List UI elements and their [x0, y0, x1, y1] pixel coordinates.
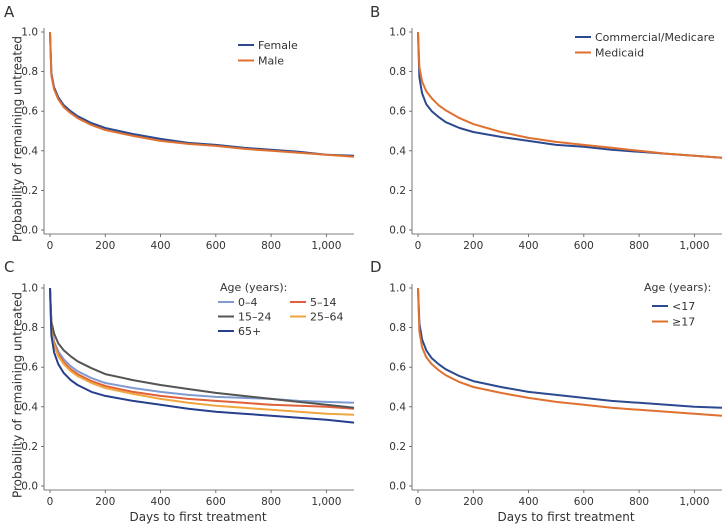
x-axis-title: Days to first treatment: [497, 510, 634, 524]
y-tick-label: 0.0: [389, 481, 406, 493]
x-tick-label: 600: [206, 496, 226, 508]
y-tick-label: 0.8: [21, 66, 38, 78]
y-tick-label: 0.4: [389, 145, 406, 157]
y-tick-label: 0.0: [21, 481, 38, 493]
legend-label: 15–24: [238, 311, 272, 324]
legend-label: Female: [258, 39, 298, 52]
x-tick-label: 600: [206, 240, 226, 252]
legend-label: 65+: [238, 325, 261, 338]
y-tick-label: 0.4: [21, 145, 38, 157]
legend-label: Medicaid: [595, 47, 644, 60]
y-axis-title: Probability of remaining untreated: [11, 36, 25, 242]
y-tick-label: 0.2: [389, 185, 406, 197]
y-tick-label: 0.2: [389, 441, 406, 453]
x-tick-label: 200: [95, 240, 115, 252]
x-tick-label: 400: [151, 496, 171, 508]
y-axis-title: Probability of remaining untreated: [11, 292, 25, 498]
x-tick-label: 1,000: [679, 240, 709, 252]
y-tick-label: 1.0: [21, 27, 38, 39]
y-tick-label: 1.0: [21, 283, 38, 295]
x-tick-label: 400: [151, 240, 171, 252]
panel-b: B 0.0 0.2 0.4 0.6 0.8 1.0 0 200 400 600 800 1,000 Com…: [370, 3, 723, 252]
y-tick-label: 0.6: [21, 362, 38, 374]
x-tick-label: 800: [261, 240, 281, 252]
series-line-2: [49, 287, 355, 409]
y-tick-label: 1.0: [389, 27, 406, 39]
y-tick-label: 0.6: [21, 106, 38, 118]
series-line-0: [49, 31, 355, 157]
panel-a: A 0.0 0.2 0.4 0.6 0.8 1.0 0 200 400 600 800 1,000 Pro…: [4, 3, 355, 252]
legend-title: Age (years):: [644, 281, 711, 294]
x-tick-label: 800: [629, 240, 649, 252]
legend-label: 0–4: [238, 296, 258, 309]
y-tick-label: 0.0: [389, 225, 406, 237]
y-tick-label: 0.6: [389, 106, 406, 118]
x-tick-label: 0: [415, 496, 422, 508]
legend-title: Age (years):: [220, 281, 287, 294]
x-tick-label: 800: [629, 496, 649, 508]
x-axis-title: Days to first treatment: [129, 510, 266, 524]
y-tick-label: 0.8: [389, 66, 406, 78]
legend-label: Commercial/Medicare: [595, 31, 715, 44]
series-line-1: [417, 31, 723, 159]
x-tick-label: 0: [415, 240, 422, 252]
panel-letter: A: [4, 3, 15, 21]
panel-d: D 0.0 0.2 0.4 0.6 0.8 1.0 0 200 400 600 800 1,000 Day…: [370, 258, 723, 524]
x-tick-label: 1,000: [311, 240, 341, 252]
y-tick-label: 0.4: [389, 401, 406, 413]
y-tick-label: 0.2: [21, 185, 38, 197]
legend-label: ≥17: [672, 316, 695, 329]
series-line-1: [49, 31, 355, 158]
y-tick-label: 0.6: [389, 362, 406, 374]
x-tick-label: 200: [95, 496, 115, 508]
panel-letter: D: [370, 258, 382, 276]
series-line-0: [49, 287, 355, 404]
y-tick-label: 0.0: [21, 225, 38, 237]
y-tick-label: 0.2: [21, 441, 38, 453]
y-tick-label: 0.8: [389, 322, 406, 334]
x-tick-label: 200: [463, 496, 483, 508]
x-tick-label: 1,000: [311, 496, 341, 508]
x-tick-label: 200: [463, 240, 483, 252]
x-tick-label: 600: [574, 496, 594, 508]
legend-label: <17: [672, 300, 695, 313]
legend-label: 5–14: [310, 296, 337, 309]
panel-letter: B: [370, 3, 380, 21]
series-line-0: [417, 287, 723, 409]
x-tick-label: 800: [261, 496, 281, 508]
y-tick-label: 1.0: [389, 283, 406, 295]
x-tick-label: 1,000: [679, 496, 709, 508]
y-tick-label: 0.4: [21, 401, 38, 413]
panel-letter: C: [4, 258, 14, 276]
x-tick-label: 0: [47, 496, 54, 508]
panel-c: C 0.0 0.2 0.4 0.6 0.8 1.0 0 200 400 600 800 1,000 Pro…: [4, 258, 355, 524]
x-tick-label: 600: [574, 240, 594, 252]
y-tick-label: 0.8: [21, 322, 38, 334]
x-tick-label: 400: [519, 496, 539, 508]
legend-label: Male: [258, 55, 284, 68]
x-tick-label: 0: [47, 240, 54, 252]
series-line-3: [49, 287, 355, 416]
series-line-0: [417, 31, 723, 159]
series-line-4: [49, 287, 355, 424]
legend-label: 25–64: [310, 311, 344, 324]
series-line-1: [417, 287, 723, 417]
x-tick-label: 400: [519, 240, 539, 252]
